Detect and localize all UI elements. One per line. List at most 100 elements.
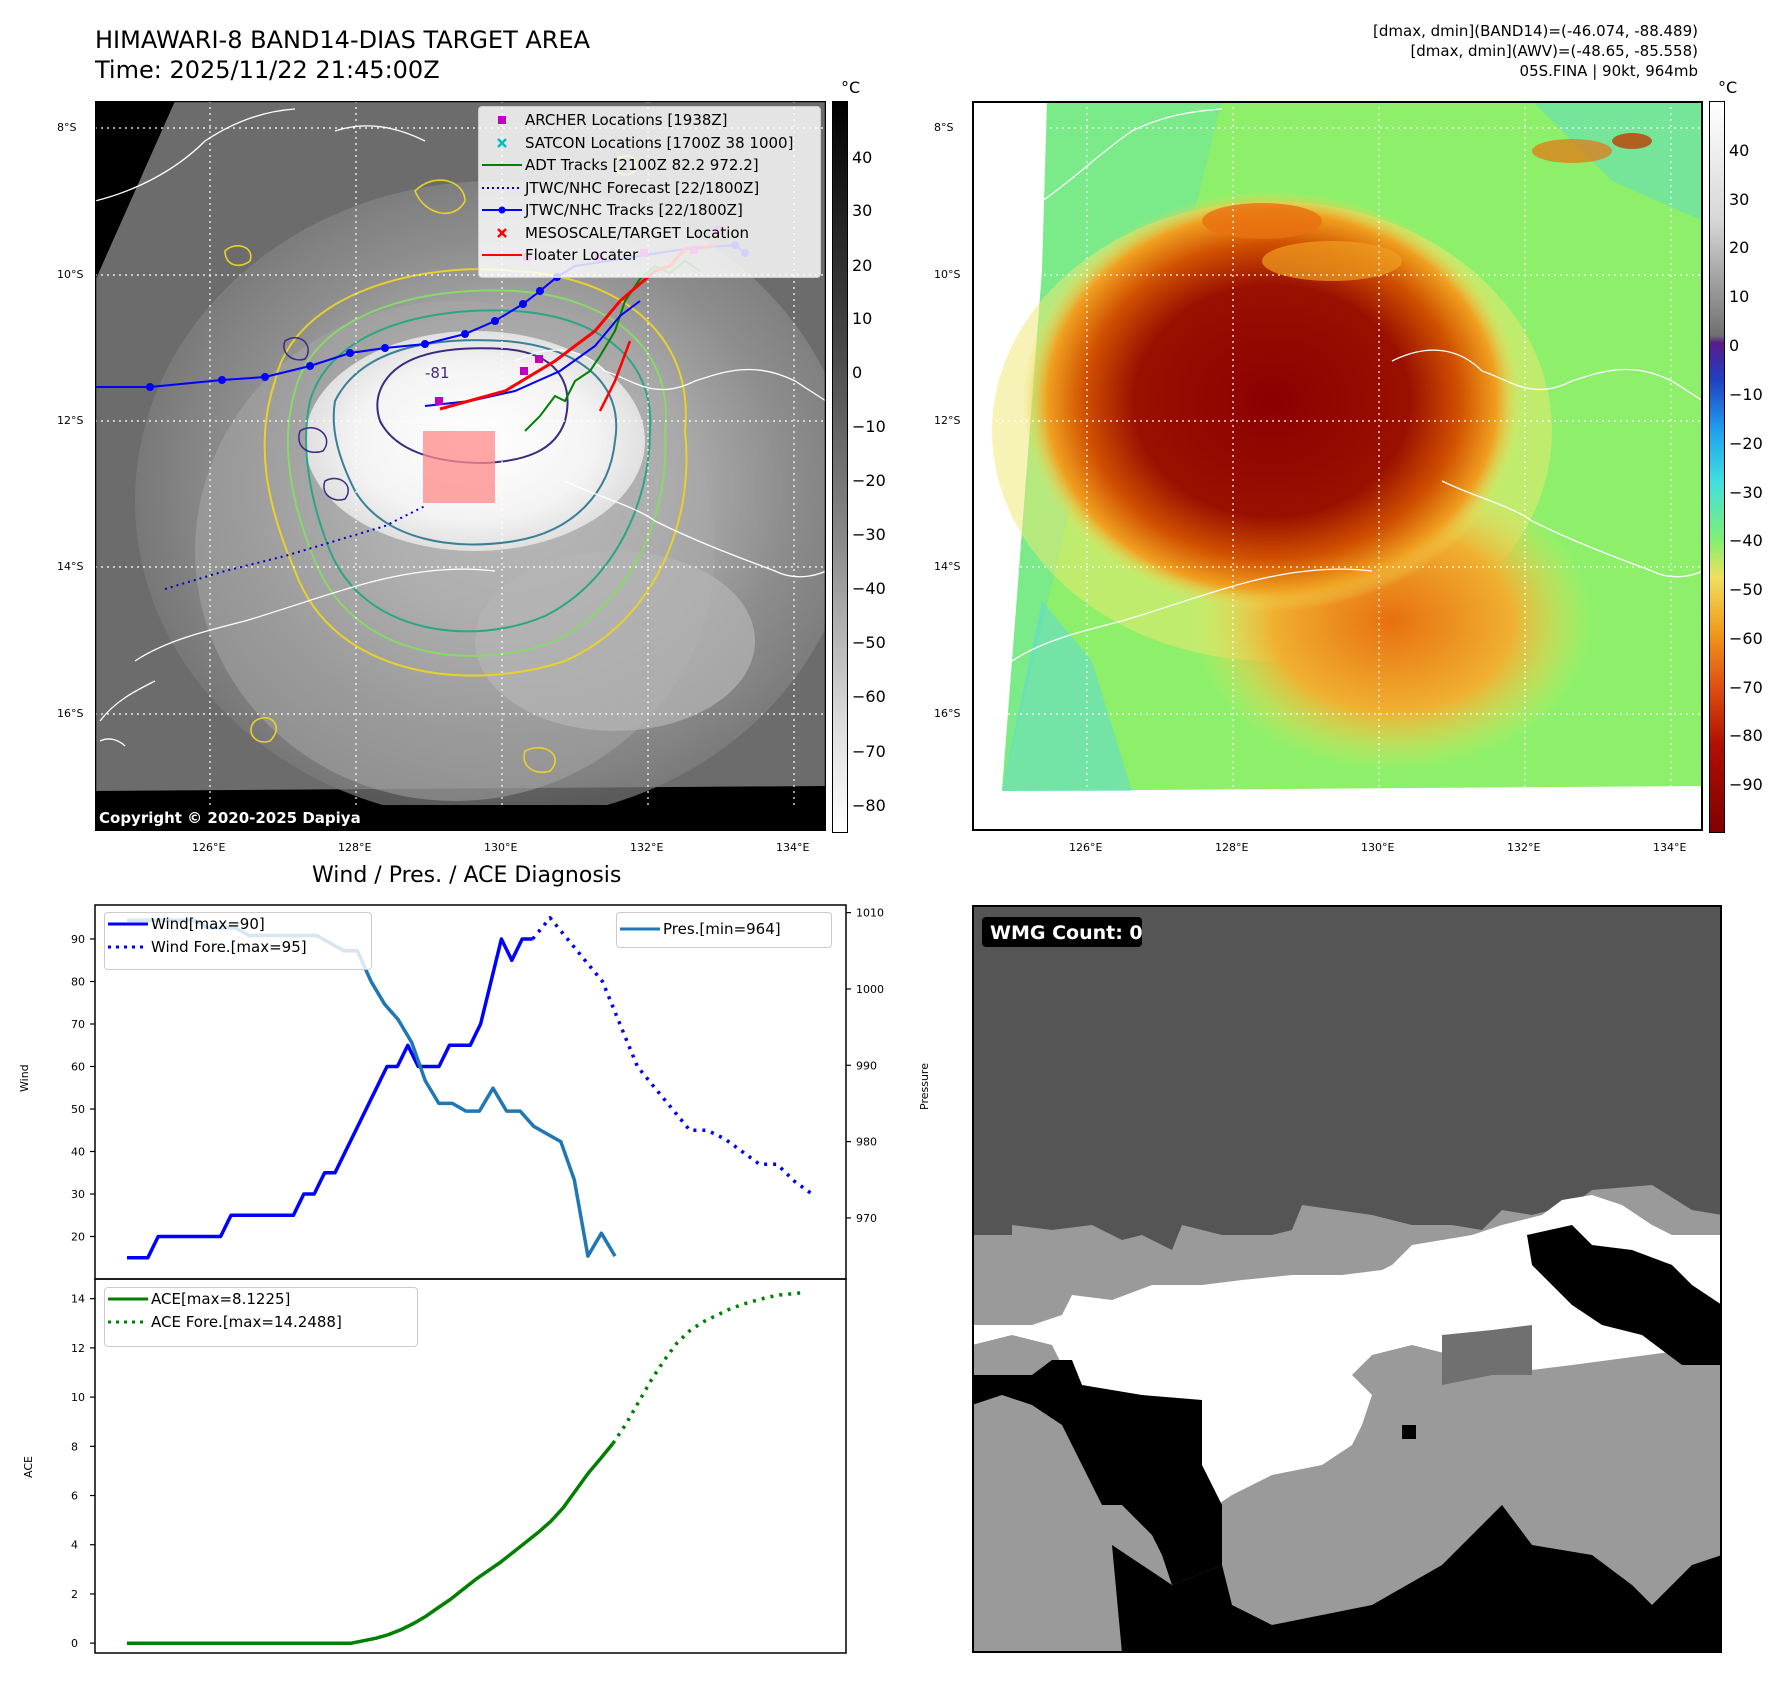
- legend-marker: [479, 203, 525, 217]
- map2-coastlines: [1011, 108, 1704, 662]
- colorbar-color-tick: −50: [1729, 580, 1763, 599]
- colorbar-color-tick: 20: [1729, 238, 1750, 257]
- coastlines: [94, 108, 827, 747]
- colorbar-color-unit: °C: [1718, 78, 1738, 97]
- wind-ylabel: Wind: [18, 1064, 31, 1092]
- ace-ylabel: ACE: [22, 1456, 35, 1478]
- colorbar-gray-tick: −60: [852, 687, 886, 706]
- colorbar-color-tick: −70: [1729, 678, 1763, 697]
- awv-minmax: [dmax, dmin](AWV)=(-48.65, -85.558): [1410, 42, 1698, 60]
- wmg-panel: WMG Count: 0: [972, 905, 1722, 1653]
- colorbar-color-tick: −90: [1729, 775, 1763, 794]
- awv-map-panel: [972, 101, 1704, 831]
- pressure-series: [127, 918, 617, 1258]
- lat-tick-label: 12°S: [57, 414, 84, 427]
- colorbar-color-tick: 40: [1729, 141, 1750, 160]
- lon-tick-label: 126°E: [192, 841, 226, 854]
- legend-entry: Floater Locater: [479, 244, 820, 267]
- figure-title: HIMAWARI-8 BAND14-DIAS TARGET AREA: [95, 26, 591, 54]
- colorbar-gray-tick: −10: [852, 417, 886, 436]
- wmg-image: WMG Count: 0: [972, 905, 1722, 1653]
- legend-wind: Wind[max=90]: [151, 915, 265, 934]
- legend-entry: SATCON Locations [1700Z 38 1000]: [479, 132, 820, 155]
- wind-ytick-label: 40: [71, 1146, 85, 1159]
- colorbar-color-tick: 0: [1729, 336, 1740, 355]
- colorbar-color-tick: −60: [1729, 629, 1763, 648]
- colorbar-gray-tick: 0: [852, 363, 863, 382]
- legend-ace: ACE[max=8.1225]: [151, 1290, 291, 1309]
- colorbar-color-tick: −40: [1729, 531, 1763, 550]
- wmg-count: WMG Count: 0: [990, 922, 1143, 944]
- pres-ytick-label: 1000: [856, 983, 884, 996]
- ace-ytick-label: 2: [71, 1588, 78, 1601]
- colorbar-color-tick: 30: [1729, 190, 1750, 209]
- awv-map: [972, 101, 1704, 831]
- legend-label: ARCHER Locations [1938Z]: [525, 111, 728, 130]
- ace-forecast-series: [611, 1290, 806, 1445]
- legend-marker: [479, 248, 525, 262]
- lon-tick-label: 130°E: [484, 841, 518, 854]
- lon-tick-label: 132°E: [1507, 841, 1541, 854]
- storm-info: 05S.FINA | 90kt, 964mb: [1519, 62, 1698, 80]
- legend-marker: [479, 136, 525, 150]
- legend-marker: [479, 158, 525, 172]
- legend-label: Floater Locater: [525, 246, 639, 265]
- ace-ytick-label: 0: [71, 1637, 78, 1650]
- ace-legend: ACE[max=8.1225] ACE Fore.[max=14.2488]: [104, 1287, 418, 1347]
- lon-tick-label: 132°E: [630, 841, 664, 854]
- band14-minmax: [dmax, dmin](BAND14)=(-46.074, -88.489): [1373, 22, 1698, 40]
- legend-entry: MESOSCALE/TARGET Location: [479, 222, 820, 245]
- legend-entry: JTWC/NHC Tracks [22/1800Z]: [479, 199, 820, 222]
- colorbar-gray: [832, 101, 848, 833]
- contour-steel: [332, 339, 618, 546]
- colorbar-gray-tick: 40: [852, 148, 873, 167]
- legend-entry: JTWC/NHC Forecast [22/1800Z]: [479, 177, 820, 200]
- lat-tick-label: 16°S: [57, 707, 84, 720]
- legend-entry: ARCHER Locations [1938Z]: [479, 109, 820, 132]
- colorbar-gray-tick: −70: [852, 742, 886, 761]
- lat-tick-label: 8°S: [57, 121, 77, 134]
- pres-ytick-label: 990: [856, 1059, 877, 1072]
- wind-ytick-label: 70: [71, 1018, 85, 1031]
- legend-label: JTWC/NHC Tracks [22/1800Z]: [525, 201, 743, 220]
- wind-legend: Wind[max=90] Wind Fore.[max=95]: [104, 912, 372, 970]
- colorbar-gray-tick: −30: [852, 525, 886, 544]
- lon-tick-label: 128°E: [338, 841, 372, 854]
- colorbar-color-tick: −20: [1729, 434, 1763, 453]
- diagnosis-title: Wind / Pres. / ACE Diagnosis: [312, 863, 622, 888]
- copyright: Copyright © 2020-2025 Dapiya: [99, 809, 361, 827]
- lat-tick-label: 14°S: [57, 560, 84, 573]
- wind-ytick-label: 50: [71, 1103, 85, 1116]
- map-legend: ARCHER Locations [1938Z] SATCON Locations…: [478, 106, 821, 278]
- colorbar-gray-tick: −50: [852, 633, 886, 652]
- wind-series: [127, 937, 533, 1260]
- contour-lightgreen: [287, 289, 667, 657]
- wind-ytick-label: 30: [71, 1188, 85, 1201]
- pres-ytick-label: 970: [856, 1212, 877, 1225]
- legend-marker: [479, 113, 525, 127]
- forecast-track: [164, 505, 426, 590]
- legend-label: MESOSCALE/TARGET Location: [525, 223, 750, 242]
- wind-ytick-label: 90: [71, 933, 85, 946]
- colorbar-gray-tick: 10: [852, 309, 873, 328]
- ace-ytick-label: 8: [71, 1440, 78, 1453]
- wind-ytick-label: 60: [71, 1061, 85, 1074]
- contour-yellow: [263, 268, 688, 677]
- wind-ytick-label: 80: [71, 976, 85, 989]
- lon-tick-label: 126°E: [1069, 841, 1103, 854]
- awv-core: [1022, 191, 1522, 611]
- pres-ytick-label: 1010: [856, 907, 884, 920]
- pres-ytick-label: 980: [856, 1136, 877, 1149]
- pres-legend: Pres.[min=964]: [616, 912, 832, 948]
- lat-tick-label: 8°S: [934, 121, 954, 134]
- colorbar-gray-tick: 30: [852, 201, 873, 220]
- ace-ytick-label: 4: [71, 1539, 78, 1552]
- contour-indigo: [376, 347, 569, 465]
- floater-box: [423, 431, 495, 503]
- lon-tick-label: 130°E: [1361, 841, 1395, 854]
- colorbar-color-tick: −80: [1729, 726, 1763, 745]
- lon-tick-label: 134°E: [1653, 841, 1687, 854]
- contour-label: -81: [425, 364, 450, 382]
- lat-tick-label: 16°S: [934, 707, 961, 720]
- colorbar-gray-tick: −40: [852, 579, 886, 598]
